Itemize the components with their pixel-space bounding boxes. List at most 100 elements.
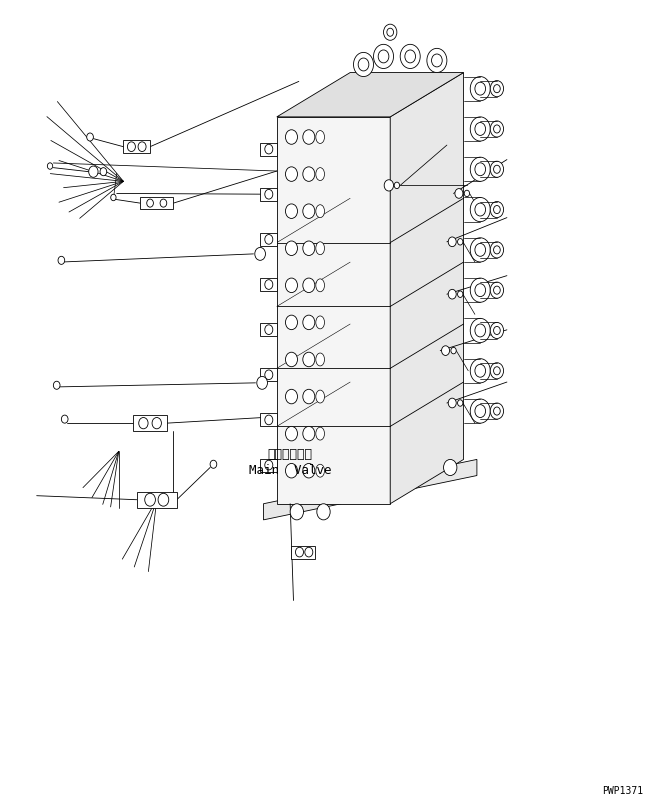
- Circle shape: [265, 415, 273, 425]
- Circle shape: [470, 399, 490, 423]
- Circle shape: [152, 418, 161, 429]
- Circle shape: [470, 157, 490, 181]
- Circle shape: [303, 463, 315, 478]
- Circle shape: [448, 237, 456, 247]
- Circle shape: [490, 363, 504, 379]
- Circle shape: [47, 163, 53, 169]
- Circle shape: [490, 81, 504, 97]
- Circle shape: [265, 235, 273, 244]
- Circle shape: [494, 246, 500, 254]
- Circle shape: [265, 370, 273, 380]
- Circle shape: [303, 352, 315, 367]
- Circle shape: [138, 142, 146, 152]
- Ellipse shape: [315, 205, 324, 218]
- Ellipse shape: [315, 316, 324, 329]
- Circle shape: [490, 403, 504, 419]
- Circle shape: [494, 367, 500, 375]
- FancyBboxPatch shape: [260, 413, 277, 426]
- Circle shape: [394, 182, 400, 189]
- Circle shape: [265, 280, 273, 289]
- Circle shape: [285, 241, 297, 256]
- Circle shape: [475, 243, 486, 256]
- Circle shape: [400, 44, 420, 69]
- Circle shape: [475, 123, 486, 135]
- Text: Main  Valve: Main Valve: [249, 464, 331, 477]
- Ellipse shape: [315, 131, 324, 143]
- Circle shape: [475, 405, 486, 418]
- Circle shape: [384, 180, 394, 191]
- Circle shape: [257, 376, 267, 389]
- Circle shape: [444, 459, 457, 476]
- Circle shape: [285, 463, 297, 478]
- Circle shape: [475, 284, 486, 297]
- Circle shape: [405, 50, 416, 63]
- FancyBboxPatch shape: [140, 197, 173, 209]
- FancyBboxPatch shape: [133, 415, 167, 431]
- Circle shape: [303, 315, 315, 330]
- Circle shape: [470, 117, 490, 141]
- Circle shape: [475, 82, 486, 95]
- Circle shape: [285, 426, 297, 441]
- Circle shape: [427, 48, 447, 73]
- Text: メインバルブ: メインバルブ: [267, 448, 313, 461]
- Circle shape: [458, 400, 463, 406]
- Circle shape: [89, 166, 98, 177]
- Circle shape: [147, 199, 153, 207]
- Ellipse shape: [315, 427, 324, 440]
- Circle shape: [158, 493, 169, 506]
- Circle shape: [451, 347, 456, 354]
- Circle shape: [255, 247, 265, 260]
- FancyBboxPatch shape: [123, 140, 150, 153]
- Circle shape: [303, 426, 315, 441]
- Circle shape: [139, 418, 148, 429]
- Circle shape: [490, 161, 504, 177]
- Circle shape: [470, 359, 490, 383]
- Circle shape: [494, 326, 500, 334]
- Circle shape: [317, 504, 330, 520]
- Circle shape: [285, 315, 297, 330]
- FancyBboxPatch shape: [260, 323, 277, 336]
- Circle shape: [490, 322, 504, 339]
- Circle shape: [354, 52, 374, 77]
- Circle shape: [303, 278, 315, 293]
- Circle shape: [470, 278, 490, 302]
- Circle shape: [384, 24, 397, 40]
- Circle shape: [494, 165, 500, 173]
- Ellipse shape: [315, 390, 324, 403]
- Ellipse shape: [315, 242, 324, 255]
- Circle shape: [470, 77, 490, 101]
- Circle shape: [490, 242, 504, 258]
- Circle shape: [265, 144, 273, 154]
- Circle shape: [305, 547, 313, 557]
- FancyBboxPatch shape: [260, 278, 277, 291]
- Circle shape: [358, 58, 369, 71]
- Circle shape: [470, 197, 490, 222]
- Circle shape: [387, 28, 394, 36]
- FancyBboxPatch shape: [260, 233, 277, 246]
- Circle shape: [87, 133, 93, 141]
- Circle shape: [303, 204, 315, 218]
- Circle shape: [285, 278, 297, 293]
- Text: PWP1371: PWP1371: [602, 787, 644, 796]
- Circle shape: [448, 289, 456, 299]
- Circle shape: [475, 203, 486, 216]
- Ellipse shape: [315, 464, 324, 477]
- Circle shape: [475, 364, 486, 377]
- Circle shape: [490, 202, 504, 218]
- Circle shape: [127, 142, 135, 152]
- Circle shape: [494, 206, 500, 214]
- Circle shape: [458, 291, 463, 297]
- Circle shape: [458, 239, 463, 245]
- Polygon shape: [277, 73, 464, 117]
- Circle shape: [111, 194, 116, 201]
- Ellipse shape: [315, 168, 324, 181]
- Ellipse shape: [315, 353, 324, 366]
- Circle shape: [265, 460, 273, 470]
- Circle shape: [494, 125, 500, 133]
- Circle shape: [432, 54, 442, 67]
- Circle shape: [442, 346, 450, 355]
- Circle shape: [100, 168, 107, 176]
- Circle shape: [490, 121, 504, 137]
- Circle shape: [378, 50, 389, 63]
- Circle shape: [160, 199, 167, 207]
